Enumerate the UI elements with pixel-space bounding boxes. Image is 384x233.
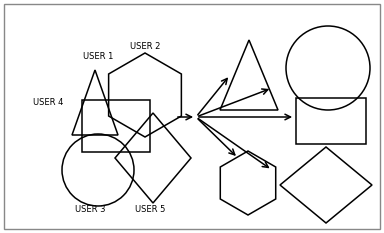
Bar (82, 100, 150, 152)
Bar (296, 98, 366, 144)
Text: USER 2: USER 2 (130, 42, 161, 51)
Text: USER 4: USER 4 (33, 98, 63, 107)
Text: USER 1: USER 1 (83, 52, 113, 61)
Text: USER 5: USER 5 (135, 205, 166, 214)
Text: USER 3: USER 3 (75, 205, 106, 214)
